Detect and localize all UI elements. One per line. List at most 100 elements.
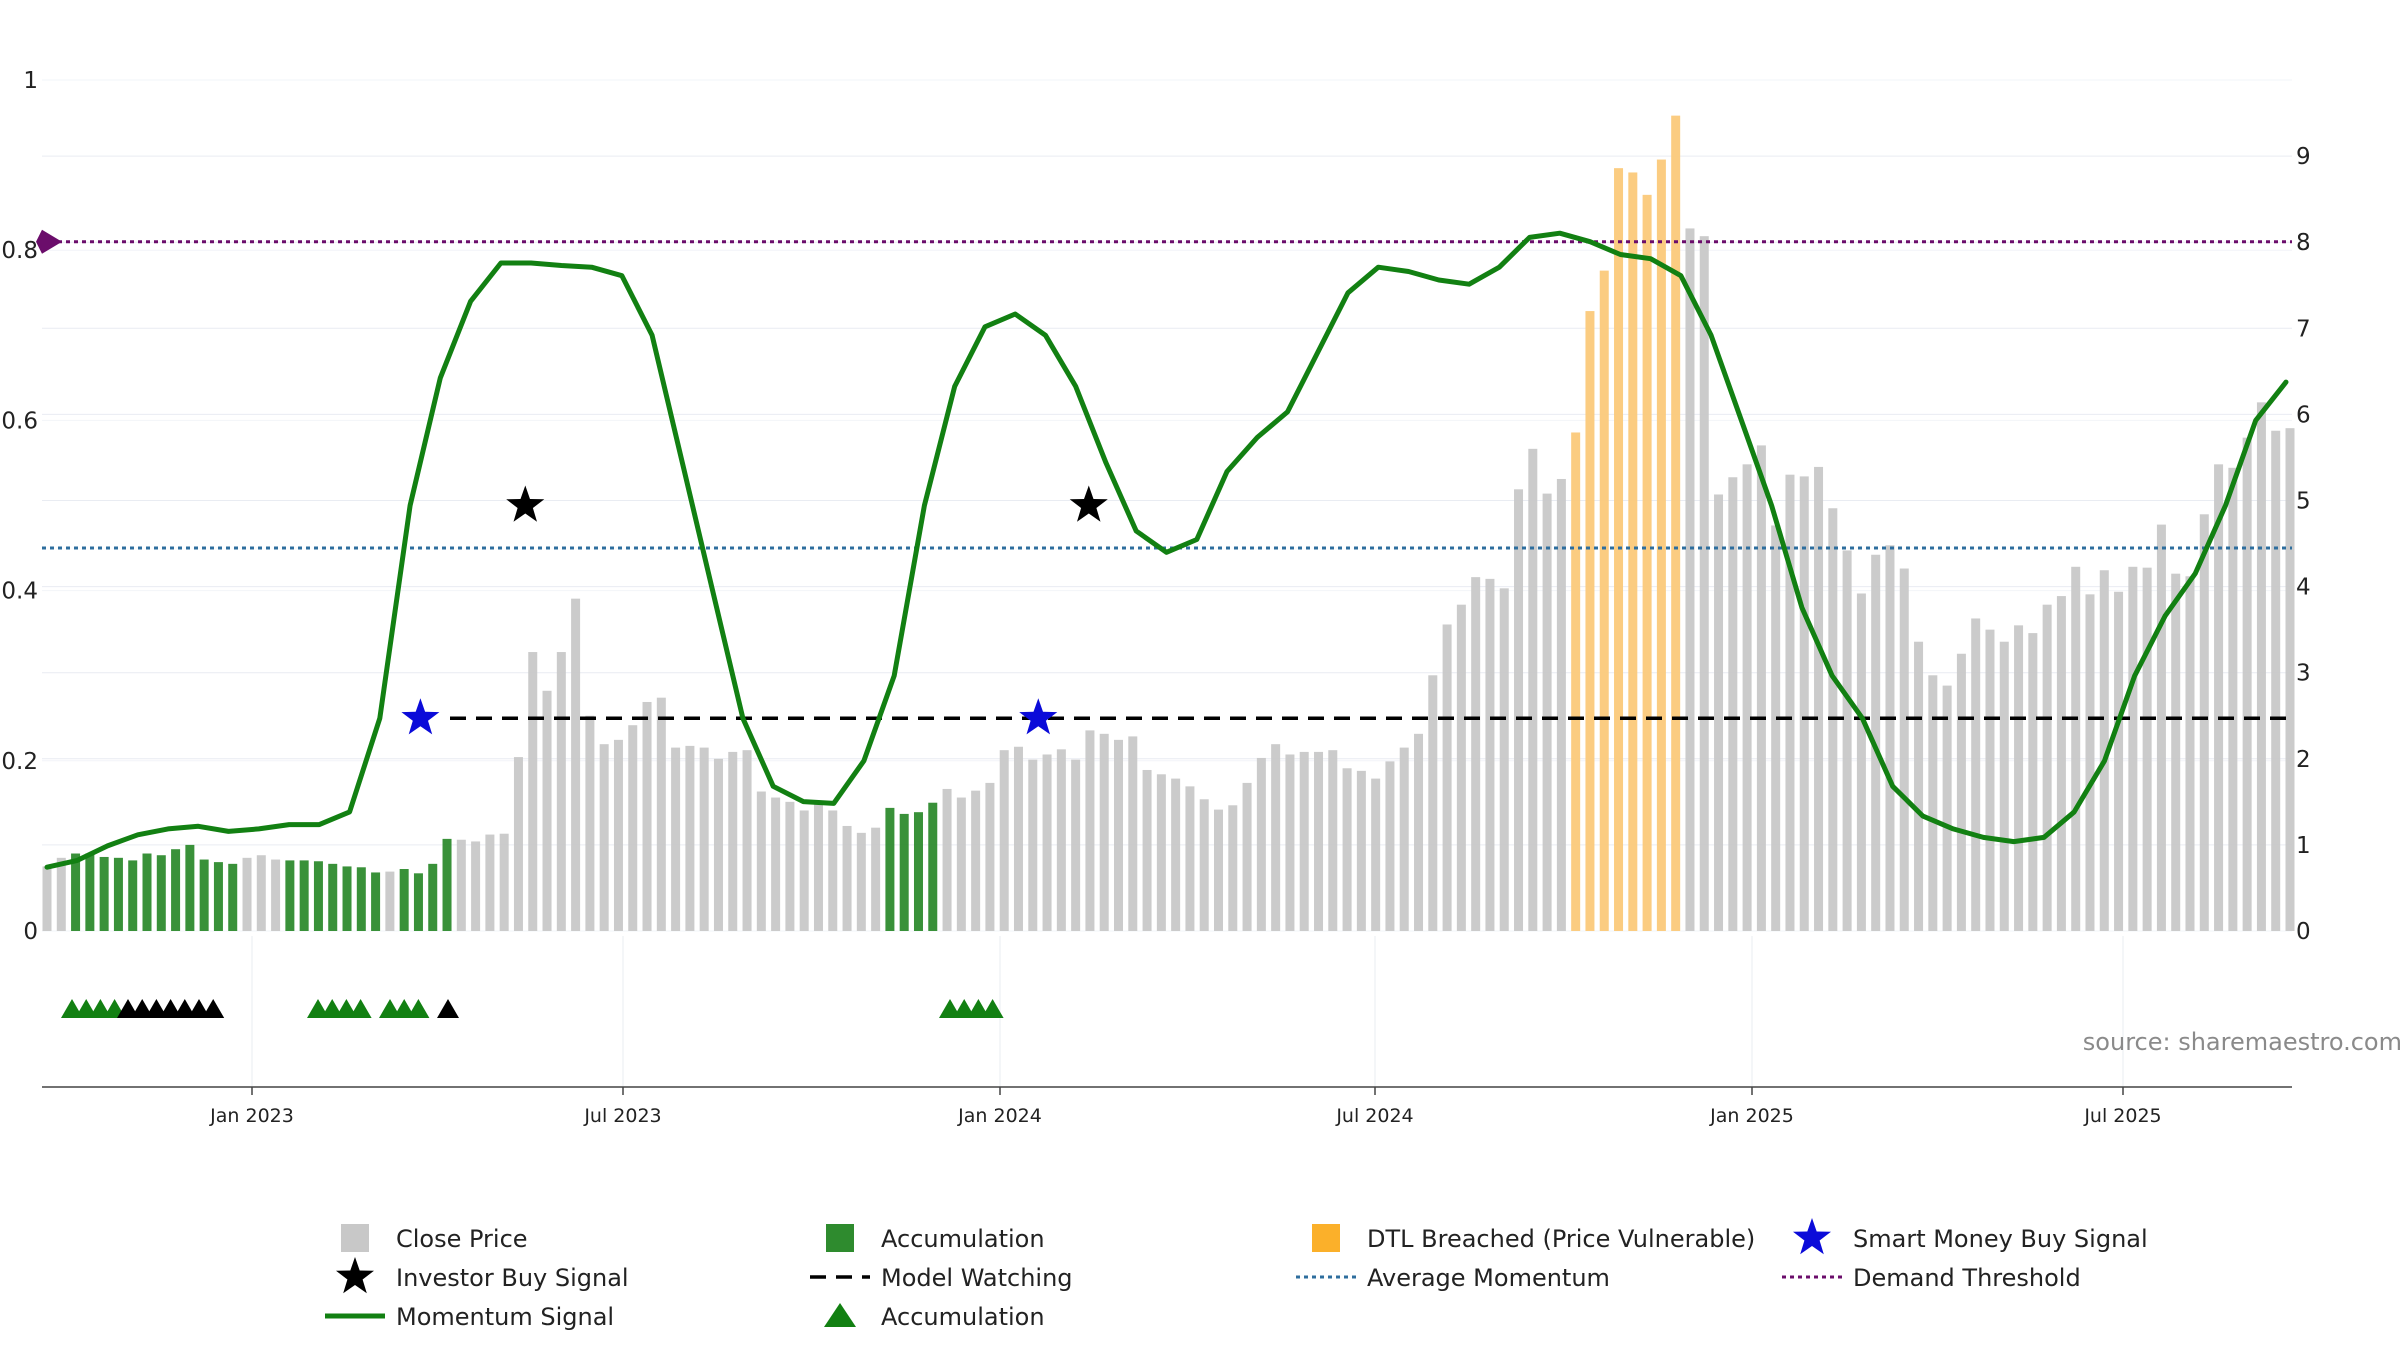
y-right-tick-label: 1	[2296, 833, 2311, 859]
x-tick-label: Jan 2025	[1709, 1105, 1794, 1127]
close-price-bar	[856, 832, 866, 931]
close-price-bar	[271, 859, 281, 931]
accumulation-triangle	[981, 999, 1004, 1018]
legend-marker-dtl	[1312, 1224, 1340, 1252]
accumulation-bar	[299, 860, 309, 931]
investor-buy-triangle	[145, 999, 168, 1018]
close-price-bar	[1271, 744, 1281, 931]
close-price-bar	[1771, 525, 1781, 931]
legend-label: Model Watching	[881, 1264, 1073, 1292]
x-tick-label: Jan 2023	[209, 1105, 294, 1127]
investor-buy-star	[506, 485, 545, 522]
close-price-bar	[1242, 782, 1252, 931]
accumulation-bar	[156, 855, 166, 931]
investor-buy-triangle	[131, 999, 154, 1018]
close-price-bar	[1013, 746, 1023, 931]
accumulation-bar	[356, 867, 366, 931]
close-price-bar	[2156, 524, 2166, 931]
accumulation-bar	[199, 859, 209, 931]
accumulation-bar	[142, 853, 152, 931]
close-price-bar	[1314, 751, 1324, 931]
close-price-bar	[1799, 476, 1809, 931]
legend-item: Investor Buy Signal	[336, 1257, 629, 1294]
close-price-bar	[1056, 749, 1066, 931]
close-price-bar	[571, 598, 581, 931]
dtl-breached-bar	[1656, 159, 1666, 931]
close-price-bar	[2171, 573, 2181, 931]
x-tick-label: Jul 2024	[1335, 1105, 1413, 1127]
legend-label: Accumulation	[881, 1225, 1045, 1253]
close-price-bar	[985, 782, 995, 931]
close-price-bar	[2214, 464, 2224, 931]
close-price-bar	[1356, 770, 1366, 931]
close-price-bar	[942, 788, 952, 931]
close-price-bar	[1899, 568, 1909, 931]
accumulation-triangle	[335, 999, 358, 1018]
accumulation-triangle	[307, 999, 329, 1018]
dtl-breached-bar	[1614, 168, 1624, 932]
investor-buy-triangle	[159, 999, 182, 1018]
close-price-bar	[1171, 778, 1181, 931]
close-price-bar	[1928, 675, 1938, 931]
y-left-tick-label: 0.2	[1, 749, 38, 775]
close-price-bar	[1414, 733, 1424, 931]
close-price-bar	[2271, 430, 2281, 931]
close-price-bar	[385, 871, 395, 931]
close-price-bar	[242, 857, 252, 931]
close-price-bar	[1971, 618, 1981, 931]
close-price-bar	[971, 790, 981, 931]
accumulation-bar	[399, 869, 409, 931]
legend-marker-accumulation-triangle	[824, 1303, 856, 1327]
close-price-bar	[2185, 576, 2195, 931]
momentum-layer	[44, 230, 2289, 870]
accumulation-bar	[371, 872, 381, 931]
close-price-bar	[1285, 754, 1295, 931]
close-price-bar	[485, 834, 495, 931]
close-price-bar	[1428, 675, 1438, 931]
accumulation-bar	[99, 856, 109, 931]
close-price-bar	[2071, 566, 2081, 931]
close-price-bar	[1113, 739, 1123, 931]
close-price-bar	[1756, 445, 1766, 931]
y-right-tick-label: 5	[2296, 489, 2311, 515]
y-right-tick-label: 6	[2296, 402, 2311, 428]
close-price-bar	[956, 797, 966, 931]
y-right-tick-label: 9	[2296, 144, 2311, 170]
close-price-bar	[2199, 514, 2209, 931]
close-price-bar	[1342, 768, 1352, 931]
accumulation-triangle	[953, 999, 976, 1018]
close-price-bar	[756, 791, 766, 931]
close-price-bar	[1385, 761, 1395, 931]
investor-buy-triangle	[117, 999, 139, 1018]
close-price-bar	[2285, 428, 2295, 931]
x-tick-label: Jan 2024	[957, 1105, 1042, 1127]
close-price-bar	[528, 652, 538, 931]
close-price-bar	[628, 725, 638, 931]
close-price-bar	[1528, 448, 1538, 931]
close-price-bar	[1128, 736, 1138, 931]
close-price-bar	[1071, 759, 1081, 931]
legend: Close Price Accumulation DTL Breached (Pri…	[325, 1218, 2148, 1331]
accumulation-bar	[313, 861, 323, 931]
close-price-bar	[2085, 594, 2095, 931]
close-price-bar	[1728, 477, 1738, 931]
reference-lines	[36, 229, 2292, 720]
close-price-bar	[513, 757, 523, 931]
close-price-bar	[1085, 730, 1095, 931]
legend-marker-smart-money-star	[1793, 1218, 1831, 1255]
accumulation-bar	[285, 860, 295, 931]
close-price-bar	[2028, 633, 2038, 931]
dtl-breached-bar	[1628, 172, 1638, 932]
y-left-tick-label: 0.8	[1, 238, 38, 264]
close-price-bar	[785, 801, 795, 931]
legend-label: DTL Breached (Price Vulnerable)	[1367, 1225, 1755, 1253]
close-price-bar	[42, 866, 52, 931]
legend-item: Demand Threshold	[1782, 1264, 2081, 1292]
close-price-bar	[1328, 750, 1338, 931]
close-price-bar	[1142, 769, 1152, 931]
close-price-bar	[1942, 685, 1952, 931]
smart-money-buy-star	[401, 698, 440, 735]
investor-buy-triangle	[437, 999, 459, 1018]
